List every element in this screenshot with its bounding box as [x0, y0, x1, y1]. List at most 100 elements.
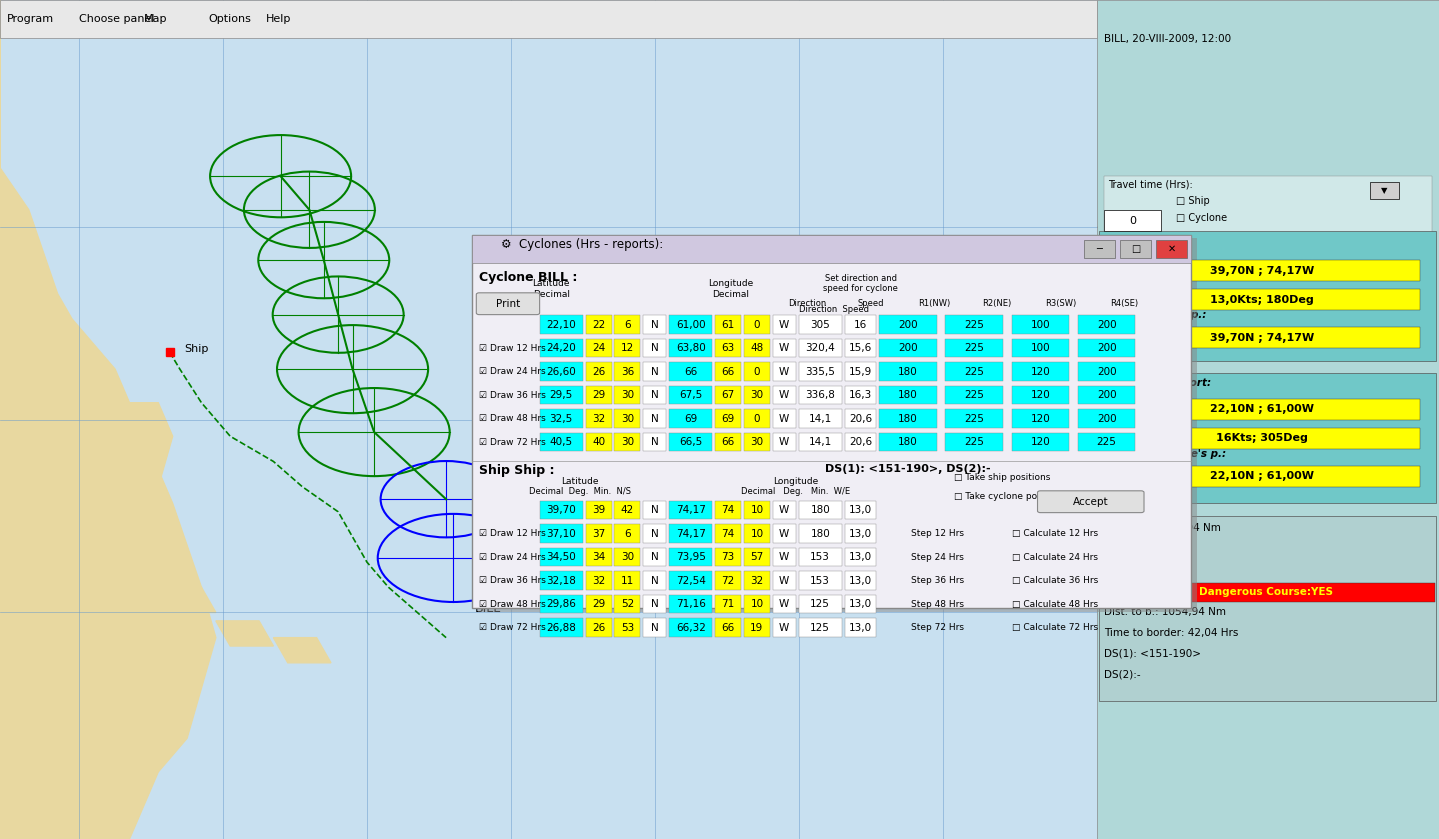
Bar [1370, 182, 1399, 199]
Text: W: W [778, 623, 790, 633]
Bar [945, 409, 1003, 428]
Text: 22,10: 22,10 [547, 320, 576, 330]
Text: Decimal   Deg.   Min.  W/E: Decimal Deg. Min. W/E [741, 487, 850, 497]
Text: 53: 53 [620, 623, 635, 633]
Text: Cyclone's - report:: Cyclone's - report: [1104, 378, 1210, 388]
Text: 100: 100 [1030, 343, 1050, 353]
Bar [879, 315, 937, 334]
Text: 34,50: 34,50 [547, 552, 576, 562]
Bar [614, 339, 640, 357]
Text: 57: 57 [750, 552, 764, 562]
Bar [744, 315, 770, 334]
Text: 16: 16 [853, 320, 868, 330]
Bar [1099, 373, 1436, 503]
Bar [945, 315, 1003, 334]
Bar [669, 315, 712, 334]
Bar [715, 571, 741, 590]
Text: Set direction and
speed for cyclone: Set direction and speed for cyclone [823, 274, 898, 293]
Text: 32: 32 [591, 414, 606, 424]
Bar [643, 433, 666, 451]
Bar [945, 362, 1003, 381]
Bar [643, 386, 666, 404]
Text: 72,54: 72,54 [676, 576, 705, 586]
Text: Direction: Direction [789, 299, 826, 308]
Text: ─: ─ [1097, 244, 1102, 254]
Bar [586, 409, 612, 428]
Bar [669, 501, 712, 519]
Bar [1104, 466, 1420, 487]
Text: Longitude
Decimal: Longitude Decimal [708, 279, 754, 299]
Bar [945, 386, 1003, 404]
Bar [845, 339, 876, 357]
Text: 71: 71 [721, 599, 735, 609]
Text: 13,0: 13,0 [849, 505, 872, 515]
Text: 0: 0 [1130, 216, 1135, 226]
Bar [643, 618, 666, 637]
Text: □ Calculate 24 Hrs: □ Calculate 24 Hrs [1012, 553, 1098, 561]
Bar [744, 571, 770, 590]
Bar [1104, 289, 1420, 310]
Text: 12: 12 [620, 343, 635, 353]
Text: 80 W: 80 W [65, 21, 94, 31]
Text: Map: Map [144, 14, 167, 24]
Text: 13,0: 13,0 [849, 599, 872, 609]
Bar [845, 595, 876, 613]
Text: ☑ Draw 36 Hrs: ☑ Draw 36 Hrs [479, 391, 545, 399]
Bar [478, 238, 1197, 612]
Polygon shape [173, 587, 216, 612]
Bar [1078, 409, 1135, 428]
Text: W: W [778, 320, 790, 330]
Bar [540, 524, 583, 543]
Bar [744, 618, 770, 637]
Bar [1104, 176, 1432, 235]
Text: 180: 180 [898, 390, 918, 400]
Text: CPA: 72,56 Nm: CPA: 72,56 Nm [1104, 544, 1181, 554]
Text: 200: 200 [898, 320, 918, 330]
Bar [1012, 433, 1069, 451]
Bar [1156, 240, 1187, 258]
Text: ⚙  Cyclones (Hrs - reports):: ⚙ Cyclones (Hrs - reports): [501, 238, 663, 252]
Text: 52: 52 [620, 599, 635, 609]
Text: N: N [650, 505, 659, 515]
Text: 30: 30 [750, 390, 764, 400]
Text: Step 12 Hrs: Step 12 Hrs [911, 529, 964, 538]
Bar [614, 386, 640, 404]
Text: □ Ship: □ Ship [1176, 196, 1209, 206]
Text: 32: 32 [591, 576, 606, 586]
Text: 24,20: 24,20 [547, 343, 576, 353]
Bar [1084, 240, 1115, 258]
Bar [945, 339, 1003, 357]
Text: DS(1): <151-190>, DS(2):-: DS(1): <151-190>, DS(2):- [825, 464, 990, 474]
Bar [540, 618, 583, 637]
Text: 225: 225 [964, 414, 984, 424]
Text: Ship's - report:: Ship's - report: [1104, 239, 1191, 249]
Text: 39,70N ; 74,17W: 39,70N ; 74,17W [1210, 333, 1314, 342]
Text: 73: 73 [721, 552, 735, 562]
Polygon shape [1324, 210, 1439, 587]
Text: 6: 6 [625, 529, 630, 539]
Text: 200: 200 [1097, 390, 1117, 400]
Bar [744, 548, 770, 566]
Text: 74: 74 [721, 529, 735, 539]
Bar [1012, 339, 1069, 357]
Bar [715, 315, 741, 334]
Polygon shape [101, 403, 173, 545]
Text: □ Calculate 48 Hrs: □ Calculate 48 Hrs [1012, 600, 1098, 608]
Text: 20,6: 20,6 [849, 414, 872, 424]
Text: Choose panel: Choose panel [79, 14, 154, 24]
Text: N: N [650, 390, 659, 400]
Text: Direction  Speed: Direction Speed [799, 305, 869, 314]
Text: 63: 63 [721, 343, 735, 353]
Bar [799, 571, 842, 590]
Bar [845, 433, 876, 451]
Text: ☑ Draw 48 Hrs: ☑ Draw 48 Hrs [479, 414, 545, 423]
Bar [540, 433, 583, 451]
Bar [879, 362, 937, 381]
Text: ✕: ✕ [1167, 244, 1176, 254]
Bar [586, 339, 612, 357]
Text: 0: 0 [754, 367, 760, 377]
Bar [845, 362, 876, 381]
Bar [773, 315, 796, 334]
Text: TCPA: 49,28 Hrs: TCPA: 49,28 Hrs [1104, 565, 1187, 575]
Text: 120: 120 [1030, 390, 1050, 400]
